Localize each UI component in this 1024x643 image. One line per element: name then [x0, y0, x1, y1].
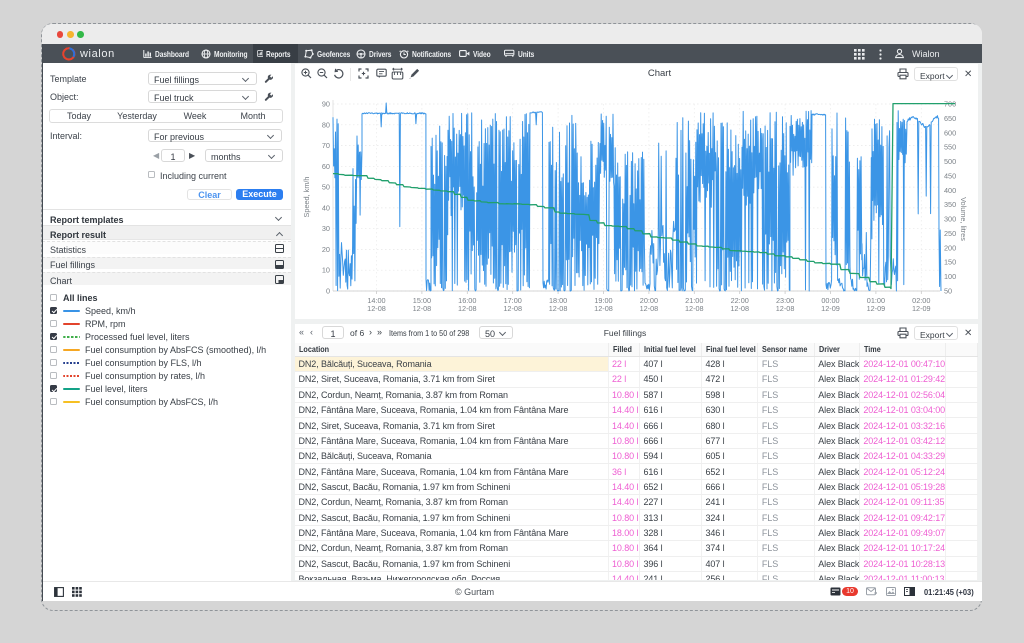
svg-text:12-09: 12-09: [821, 304, 840, 313]
svg-text:40: 40: [322, 203, 330, 212]
svg-text:Volume, litres: Volume, litres: [959, 197, 968, 241]
svg-text:500: 500: [944, 157, 956, 166]
svg-text:450: 450: [944, 171, 956, 180]
svg-text:12-08: 12-08: [594, 304, 613, 313]
svg-text:0: 0: [326, 287, 330, 296]
svg-text:12-08: 12-08: [503, 304, 522, 313]
svg-text:12-08: 12-08: [640, 304, 659, 313]
svg-text:12-08: 12-08: [458, 304, 477, 313]
svg-text:350: 350: [944, 200, 956, 209]
svg-text:17:00: 17:00: [504, 296, 522, 305]
svg-text:600: 600: [944, 128, 956, 137]
svg-text:23:00: 23:00: [776, 296, 794, 305]
svg-text:14:00: 14:00: [367, 296, 385, 305]
svg-text:21:00: 21:00: [685, 296, 703, 305]
svg-text:12-08: 12-08: [776, 304, 795, 313]
svg-text:12-09: 12-09: [867, 304, 886, 313]
svg-text:16:00: 16:00: [458, 296, 476, 305]
svg-text:60: 60: [322, 162, 330, 171]
svg-text:300: 300: [944, 215, 956, 224]
svg-text:18:00: 18:00: [549, 296, 567, 305]
svg-text:400: 400: [944, 186, 956, 195]
svg-text:12-08: 12-08: [730, 304, 749, 313]
svg-text:100: 100: [944, 272, 956, 281]
svg-text:12-08: 12-08: [367, 304, 386, 313]
svg-text:200: 200: [944, 243, 956, 252]
svg-text:01:00: 01:00: [867, 296, 885, 305]
svg-text:50: 50: [944, 287, 952, 296]
svg-text:550: 550: [944, 143, 956, 152]
svg-text:02:00: 02:00: [912, 296, 930, 305]
svg-text:650: 650: [944, 114, 956, 123]
svg-text:12-08: 12-08: [413, 304, 432, 313]
svg-text:00:00: 00:00: [821, 296, 839, 305]
svg-text:80: 80: [322, 120, 330, 129]
svg-text:90: 90: [322, 100, 330, 109]
svg-text:15:00: 15:00: [413, 296, 431, 305]
svg-text:20:00: 20:00: [640, 296, 658, 305]
svg-text:50: 50: [322, 183, 330, 192]
svg-text:150: 150: [944, 258, 956, 267]
svg-text:Speed, km/h: Speed, km/h: [302, 177, 311, 218]
svg-text:30: 30: [322, 224, 330, 233]
svg-text:19:00: 19:00: [594, 296, 612, 305]
svg-text:10: 10: [322, 266, 330, 275]
svg-text:250: 250: [944, 229, 956, 238]
svg-text:12-08: 12-08: [685, 304, 704, 313]
svg-text:22:00: 22:00: [731, 296, 749, 305]
svg-text:20: 20: [322, 245, 330, 254]
svg-text:12-08: 12-08: [549, 304, 568, 313]
svg-text:12-09: 12-09: [912, 304, 931, 313]
svg-text:70: 70: [322, 141, 330, 150]
